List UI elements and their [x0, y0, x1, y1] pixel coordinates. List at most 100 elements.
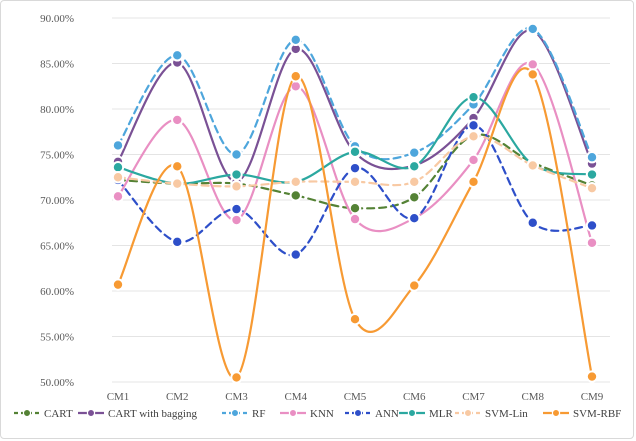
data-point-mlr-cm7 — [467, 90, 480, 104]
data-point-mlr-cm5 — [348, 145, 362, 158]
y-tick-label: 65.00% — [40, 241, 74, 253]
legend-item-cart: CART — [14, 408, 73, 420]
legend-item-cart-with-bagging: CART with bagging — [78, 408, 197, 420]
data-point-svm-lin-cm1 — [111, 171, 125, 184]
series-line-svm-rbf — [116, 67, 594, 379]
legend-item-mlr: MLR — [399, 408, 454, 420]
legend-item-svm-rbf: SVM-RBF — [543, 408, 621, 420]
x-tick-label: CM9 — [581, 391, 604, 403]
legend-marker — [288, 408, 298, 418]
data-point-rf-cm4 — [289, 33, 302, 47]
data-point-ann-cm5 — [348, 161, 362, 175]
data-point-svm-lin-cm3 — [230, 180, 243, 193]
data-point-svm-lin-cm9 — [585, 181, 599, 195]
x-tick-label: CM1 — [107, 391, 130, 403]
data-point-rf-cm1 — [111, 139, 125, 152]
y-tick-label: 70.00% — [40, 195, 74, 207]
series-line-rf — [116, 27, 594, 161]
series-lines — [111, 22, 599, 384]
legend-label: MLR — [429, 408, 454, 420]
legend-marker — [230, 408, 240, 418]
data-point-cart-cm4 — [289, 189, 302, 202]
data-point-ann-cm2 — [171, 235, 184, 249]
y-tick-label: 90.00% — [40, 13, 74, 25]
data-point-svm-rbf-cm7 — [467, 175, 480, 189]
y-tick-label: 55.00% — [40, 332, 74, 344]
data-point-cart-cm6 — [408, 191, 421, 204]
legend-item-svm-lin: SVM-Lin — [455, 408, 528, 420]
legend-label: CART — [44, 408, 73, 420]
legend-label: CART with bagging — [108, 408, 197, 420]
data-point-svm-lin-cm7 — [467, 130, 480, 143]
x-axis-ticks: CM1 CM2 CM3 CM4 CM5 CM6 CM7 CM8 CM9 — [107, 391, 604, 403]
legend-item-rf: RF — [222, 408, 265, 420]
legend-marker — [353, 408, 363, 418]
series-ann — [111, 119, 599, 261]
x-tick-label: CM8 — [521, 391, 544, 403]
data-point-rf-cm9 — [585, 151, 599, 164]
data-point-knn-cm5 — [348, 212, 362, 226]
data-point-rf-cm8 — [526, 22, 539, 36]
y-tick-label: 75.00% — [40, 150, 74, 162]
series-rf — [111, 22, 599, 164]
x-tick-label: CM4 — [284, 391, 307, 403]
legend-marker — [22, 408, 32, 418]
data-point-rf-cm3 — [230, 148, 243, 161]
data-point-mlr-cm9 — [585, 168, 599, 181]
y-tick-label: 60.00% — [40, 286, 74, 298]
legend-marker — [86, 408, 96, 418]
gridlines — [112, 17, 610, 383]
data-point-ann-cm8 — [526, 216, 539, 229]
legend-marker — [463, 408, 473, 418]
data-point-svm-lin-cm6 — [408, 175, 421, 189]
x-tick-label: CM6 — [403, 391, 426, 403]
legend: CART CART with bagging RF KNN ANN MLR SVM-Lin S… — [14, 408, 621, 420]
legend-marker — [407, 408, 417, 418]
legend-label: SVM-Lin — [485, 408, 528, 420]
data-point-knn-cm9 — [585, 236, 599, 249]
data-point-ann-cm9 — [585, 219, 599, 232]
x-tick-label: CM3 — [225, 391, 248, 403]
legend-item-ann: ANN — [345, 408, 399, 420]
legend-marker — [551, 408, 561, 418]
data-point-svm-rbf-cm8 — [526, 68, 539, 81]
data-point-rf-cm2 — [171, 49, 184, 62]
legend-label: KNN — [310, 408, 334, 420]
x-tick-label: CM2 — [166, 391, 189, 403]
data-point-knn-cm2 — [171, 113, 184, 127]
data-point-knn-cm3 — [230, 213, 243, 227]
data-point-svm-rbf-cm6 — [408, 279, 421, 292]
data-point-mlr-cm3 — [230, 168, 243, 181]
data-point-mlr-cm6 — [408, 160, 421, 173]
data-point-rf-cm6 — [408, 146, 421, 159]
legend-item-knn: KNN — [280, 408, 334, 420]
data-point-svm-rbf-cm5 — [348, 313, 362, 326]
data-point-svm-lin-cm5 — [348, 175, 362, 189]
data-point-knn-cm8 — [526, 58, 539, 71]
data-point-ann-cm6 — [408, 212, 421, 225]
data-point-svm-rbf-cm2 — [171, 160, 184, 173]
data-point-ann-cm4 — [289, 248, 302, 261]
y-axis-ticks: 50.00% 55.00% 60.00% 65.00% 70.00% 75.00% 80.0… — [40, 13, 74, 389]
x-tick-label: CM7 — [462, 391, 485, 403]
data-point-svm-rbf-cm4 — [289, 70, 302, 83]
data-point-svm-lin-cm2 — [171, 177, 184, 190]
data-point-cart-cm5 — [348, 201, 362, 215]
data-point-mlr-cm1 — [111, 161, 125, 174]
data-point-ann-cm7 — [467, 119, 480, 132]
legend-label: SVM-RBF — [573, 408, 621, 420]
data-point-svm-lin-cm4 — [289, 175, 302, 189]
series-line-cart-with-bagging — [116, 29, 594, 183]
data-point-svm-rbf-cm9 — [585, 370, 599, 383]
y-tick-label: 80.00% — [40, 104, 74, 116]
data-point-knn-cm7 — [467, 153, 480, 167]
series-svm-rbf — [111, 67, 599, 384]
series-line-mlr — [116, 96, 594, 185]
legend-label: ANN — [375, 408, 399, 420]
series-line-knn — [116, 61, 594, 244]
data-point-knn-cm1 — [111, 190, 125, 203]
series-svm-lin — [111, 130, 599, 195]
data-point-svm-lin-cm8 — [526, 159, 539, 172]
y-tick-label: 85.00% — [40, 59, 74, 71]
